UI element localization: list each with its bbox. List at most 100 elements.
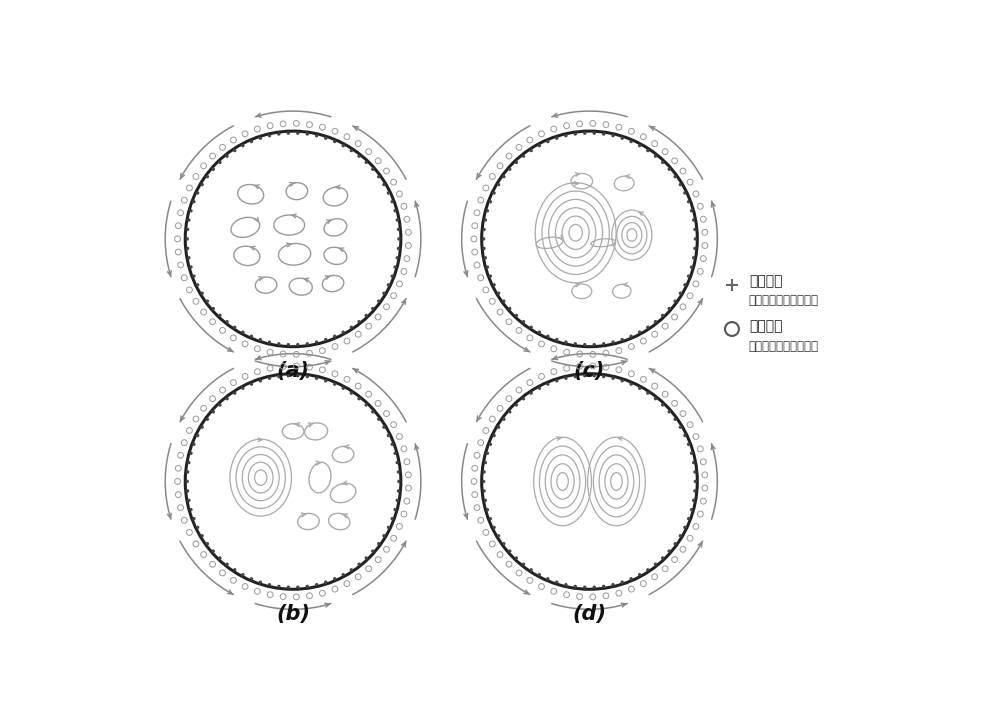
- Circle shape: [555, 136, 558, 140]
- Circle shape: [646, 391, 650, 395]
- Circle shape: [502, 542, 506, 545]
- Circle shape: [683, 191, 687, 195]
- Circle shape: [225, 563, 229, 566]
- Circle shape: [357, 320, 361, 323]
- Circle shape: [357, 563, 361, 566]
- Circle shape: [502, 418, 506, 421]
- Circle shape: [196, 283, 199, 286]
- Circle shape: [611, 341, 615, 344]
- Circle shape: [694, 237, 697, 241]
- Circle shape: [694, 480, 697, 483]
- Circle shape: [546, 140, 550, 144]
- Circle shape: [393, 508, 397, 511]
- Circle shape: [679, 183, 682, 186]
- Circle shape: [387, 434, 390, 437]
- Circle shape: [377, 542, 380, 545]
- Circle shape: [522, 320, 525, 323]
- Circle shape: [693, 247, 697, 250]
- Circle shape: [482, 471, 486, 473]
- Circle shape: [583, 131, 586, 135]
- Circle shape: [574, 132, 577, 136]
- Text: (c): (c): [574, 361, 605, 381]
- Circle shape: [574, 585, 577, 588]
- Circle shape: [611, 583, 615, 586]
- Circle shape: [482, 237, 485, 241]
- Circle shape: [350, 326, 353, 329]
- Circle shape: [324, 338, 327, 341]
- Circle shape: [555, 379, 558, 383]
- Circle shape: [497, 291, 500, 295]
- Circle shape: [315, 341, 318, 344]
- Circle shape: [668, 550, 671, 553]
- Circle shape: [522, 563, 525, 566]
- Circle shape: [673, 299, 677, 303]
- Circle shape: [350, 568, 353, 571]
- Circle shape: [333, 335, 336, 338]
- Circle shape: [387, 526, 390, 529]
- Circle shape: [324, 136, 327, 140]
- Circle shape: [583, 343, 586, 346]
- Circle shape: [218, 403, 222, 407]
- Circle shape: [393, 266, 397, 268]
- Circle shape: [484, 218, 487, 222]
- Circle shape: [225, 320, 229, 323]
- Circle shape: [538, 144, 541, 147]
- Circle shape: [342, 331, 345, 334]
- Circle shape: [350, 391, 353, 395]
- Circle shape: [306, 342, 309, 346]
- Circle shape: [371, 550, 374, 553]
- Circle shape: [538, 331, 541, 334]
- Circle shape: [489, 274, 492, 278]
- Circle shape: [564, 376, 568, 380]
- Text: 纳米颏粒: 纳米颏粒: [749, 319, 782, 333]
- Circle shape: [692, 461, 695, 464]
- Circle shape: [397, 471, 400, 473]
- Circle shape: [200, 183, 204, 186]
- Circle shape: [638, 573, 641, 576]
- Circle shape: [390, 200, 394, 203]
- Circle shape: [555, 338, 558, 341]
- Circle shape: [593, 343, 596, 346]
- Circle shape: [365, 313, 368, 317]
- Circle shape: [277, 132, 281, 136]
- Circle shape: [654, 563, 657, 566]
- Circle shape: [196, 434, 199, 437]
- Circle shape: [538, 573, 541, 576]
- Circle shape: [593, 585, 596, 589]
- Circle shape: [186, 247, 189, 250]
- Circle shape: [508, 307, 511, 311]
- Circle shape: [489, 517, 492, 521]
- Circle shape: [397, 228, 400, 231]
- Circle shape: [546, 335, 550, 338]
- Circle shape: [492, 283, 496, 286]
- Circle shape: [350, 149, 353, 152]
- Circle shape: [574, 375, 577, 378]
- Circle shape: [250, 335, 253, 338]
- Circle shape: [387, 283, 390, 286]
- Circle shape: [502, 299, 506, 303]
- Circle shape: [687, 517, 690, 521]
- Circle shape: [484, 498, 487, 502]
- Text: （引起表面张力增加）: （引起表面张力增加）: [749, 340, 819, 353]
- Circle shape: [638, 144, 641, 147]
- Circle shape: [218, 161, 222, 164]
- Circle shape: [382, 426, 386, 429]
- Circle shape: [387, 191, 390, 195]
- Circle shape: [486, 451, 489, 455]
- Circle shape: [287, 585, 290, 589]
- Circle shape: [377, 299, 380, 303]
- Circle shape: [529, 568, 533, 571]
- Circle shape: [259, 379, 262, 383]
- Circle shape: [673, 542, 677, 545]
- Circle shape: [315, 583, 318, 586]
- Circle shape: [602, 585, 605, 588]
- Circle shape: [306, 375, 309, 378]
- Circle shape: [602, 132, 605, 136]
- Circle shape: [497, 426, 500, 429]
- Circle shape: [482, 228, 486, 231]
- Circle shape: [629, 383, 633, 386]
- Circle shape: [683, 434, 687, 437]
- Circle shape: [200, 291, 204, 295]
- Circle shape: [357, 154, 361, 158]
- Circle shape: [611, 134, 615, 137]
